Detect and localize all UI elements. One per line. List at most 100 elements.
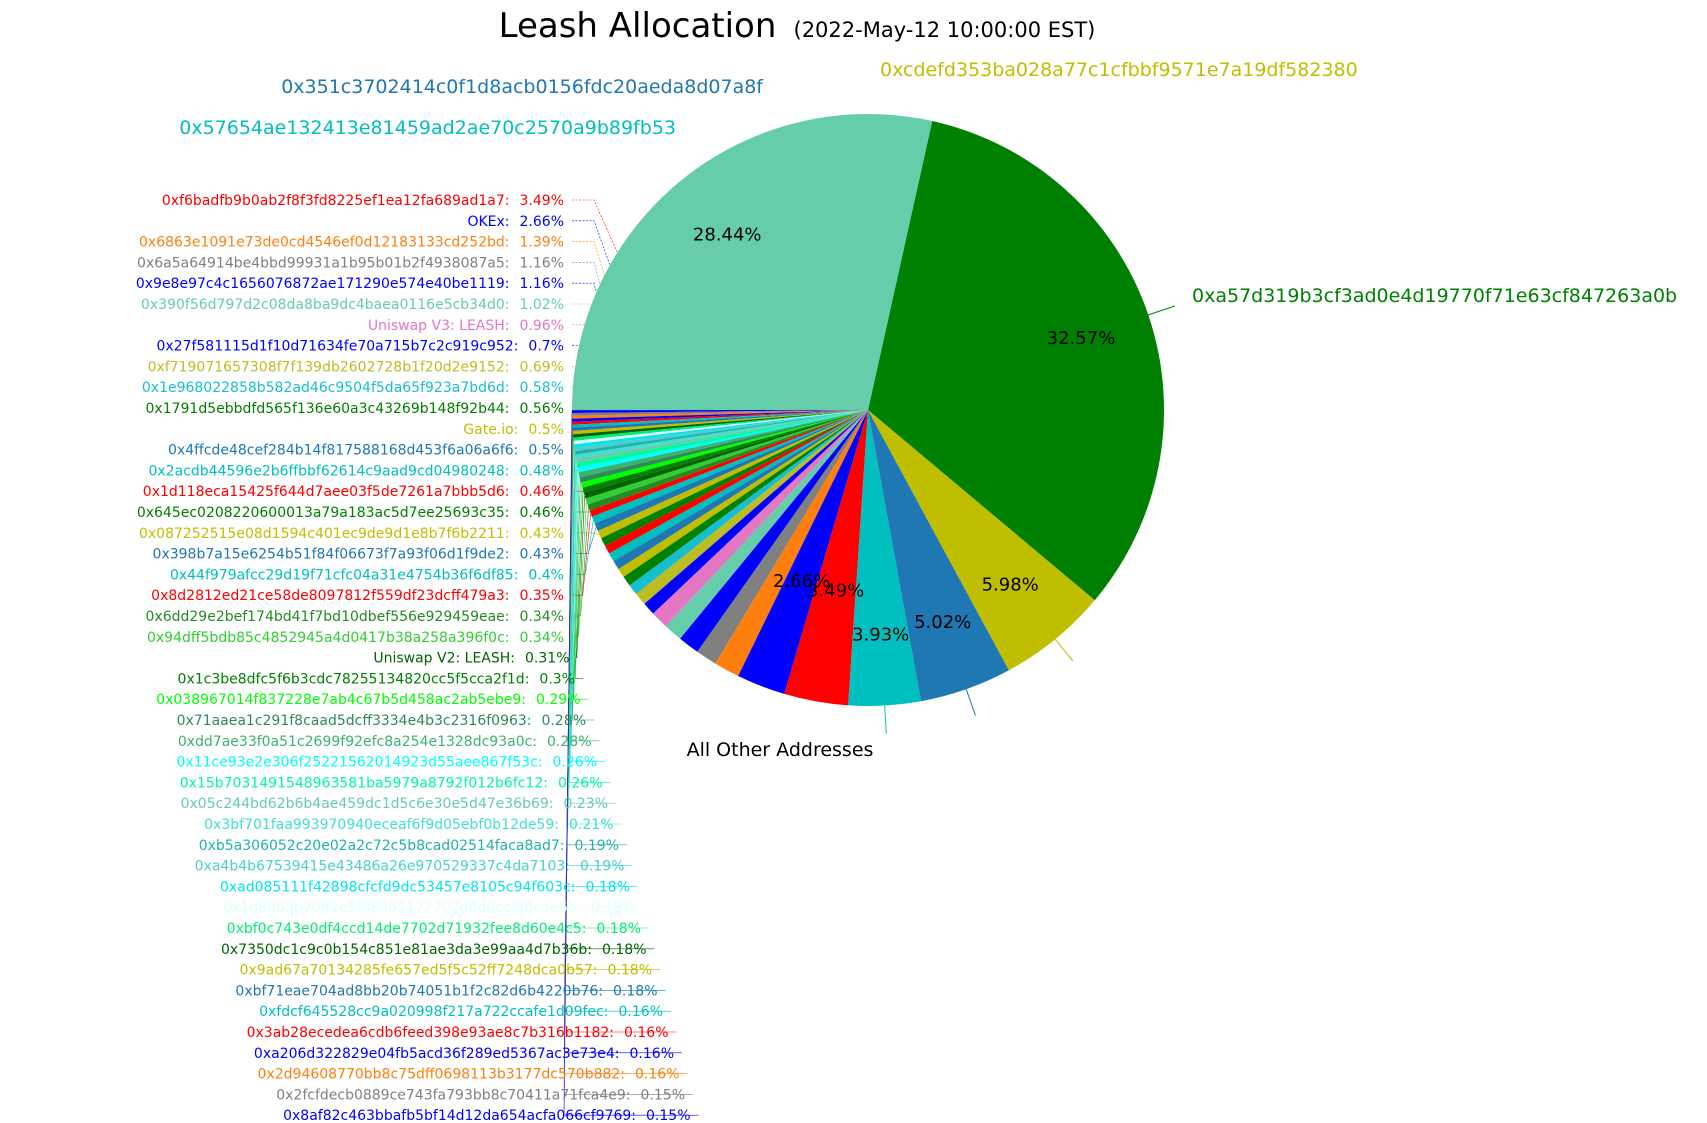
small-slice-0 (784, 410, 868, 706)
small-label-name: 0x8af82c463bbafb5bf14d12da654acfa066cf97… (283, 1108, 636, 1123)
small-label-value: 0.56% (520, 401, 564, 417)
small-label-name: Uniswap V2: LEASH: (373, 651, 515, 667)
small-slice-32 (574, 410, 868, 452)
pct-label-big-1: 28.44% (693, 225, 762, 246)
small-slice-7 (644, 410, 868, 614)
small-label-value: 0.16% (619, 1004, 663, 1020)
small-label-14: 0x1d118eca15425f644d7aee03f5de7261a7bbb5… (143, 484, 564, 500)
small-label-value: 0.16% (635, 1067, 679, 1083)
small-label-value: 0.23% (564, 796, 608, 812)
small-label-name: Gate.io: (463, 422, 518, 438)
small-slice-14 (605, 410, 868, 554)
small-label-value: 0.18% (613, 983, 657, 999)
small-label-12: 0x4ffcde48cef284b14f817588168d453f6a06a6… (168, 443, 564, 459)
small-label-42: 0x2d94608770bb8c75dff0698113b3177dc570b8… (258, 1067, 680, 1083)
small-label-5: 0x390f56d797d2c08da8ba9dc4baea0116e5cb34… (141, 297, 564, 313)
big-label-2: 0xcdefd353ba028a77c1cfbbf9571e7a19df5823… (880, 59, 1358, 81)
small-label-name: Uniswap V3: LEASH: (368, 318, 510, 334)
small-slice-44 (571, 410, 868, 413)
small-label-value: 0.43% (520, 547, 564, 563)
small-slice-25 (579, 410, 868, 483)
small-label-6: Uniswap V3: LEASH: 0.96% (368, 318, 564, 334)
small-slice-3 (697, 410, 868, 664)
small-slice-15 (601, 410, 868, 546)
small-label-value: 0.26% (553, 755, 597, 771)
small-label-30: 0x3bf701faa993970940eceaf6f9d05ebf0b12de… (204, 817, 613, 833)
small-label-26: 0xdd7ae33f0a51c2699f92efc8a254e1328dc93a… (178, 734, 592, 750)
small-label-name: 0x2acdb44596e2b6ffbbf62614c9aad9cd049802… (149, 463, 510, 479)
small-label-value: 0.31% (525, 651, 569, 667)
small-label-name: 0xfdcf645528cc9a020998f217a722ccafe1d09f… (259, 1004, 608, 1020)
small-label-10: 0x1791d5ebbdfd565f136e60a3c43269b148f92b… (146, 401, 564, 417)
small-slice-40 (572, 410, 868, 425)
big-slice-1 (571, 114, 933, 411)
small-label-name: 0x087252515e08d1594c401ec9de9d1e8b7f6b22… (139, 526, 510, 542)
small-label-value: 0.58% (520, 380, 564, 396)
small-slice-6 (653, 410, 868, 627)
big-slice-2 (868, 410, 1095, 671)
small-label-name: 0x05c244bd62b6b4ae459dc1d5c6e30e5d47e36b… (181, 796, 554, 812)
small-slice-38 (572, 410, 868, 432)
small-label-value: 0.48% (520, 463, 564, 479)
small-label-name: 0x1e968022858b582ad46c9504f5da65f923a7bd… (142, 380, 510, 396)
small-label-13: 0x2acdb44596e2b6ffbbf62614c9aad9cd049802… (149, 463, 564, 479)
small-label-name: 0xb5a306052c20e02a2c72c5b8cad02514faca8a… (199, 838, 565, 854)
small-label-name: 0x6dd29e2bef174bd41f7bd10dbef556e929459e… (146, 609, 510, 625)
small-slice-1 (738, 410, 868, 694)
small-label-value: 0.18% (608, 963, 652, 979)
small-label-value: 0.16% (624, 1025, 668, 1041)
small-label-value: 3.49% (520, 193, 564, 209)
small-label-33: 0xad085111f42898cfcfd9dc53457e8105c94f60… (220, 879, 630, 895)
small-label-value: 1.02% (520, 297, 564, 313)
small-slice-30 (575, 410, 868, 459)
small-label-value: 0.21% (569, 817, 613, 833)
small-label-value: 0.18% (591, 900, 635, 916)
small-label-name: OKEx: (467, 214, 509, 230)
small-label-value: 0.16% (630, 1046, 674, 1062)
pct-label-small-0: 3.49% (807, 581, 864, 602)
small-label-value: 0.29% (536, 692, 580, 708)
big-label-3: 0x351c3702414c0f1d8acb0156fdc20aeda8d07a… (281, 76, 764, 98)
big-slice-0 (868, 121, 1165, 601)
small-label-name: 0x6a5a64914be4bbd99931a1b95b01b2f4938087… (137, 255, 509, 271)
small-label-name: 0x2fcfdecb0889ce743fa793bb8c70411a71fca4… (276, 1087, 630, 1103)
leader-small-26 (570, 474, 600, 742)
small-label-1: OKEx: 2.66% (467, 214, 564, 230)
small-label-name: 0x11ce93e2e306f25221562014923d55aee867f5… (177, 755, 543, 771)
small-label-name: 0x1d8853b70ff1e5f08361177707d8d0cc7f8c5e… (223, 900, 581, 916)
chart-title: Leash Allocation (2022-May-12 10:00:00 E… (499, 6, 1096, 46)
pct-label-big-2: 5.98% (982, 574, 1039, 595)
small-label-value: 0.28% (542, 713, 586, 729)
small-label-name: 0x94dff5bdb85c4852945a4d0417b38a258a396f… (147, 630, 510, 646)
small-label-4: 0x9e8e97c4c1656076872ae171290e574e40be11… (136, 276, 564, 292)
leader-small-4 (572, 282, 689, 646)
slice-labels: 0xa57d319b3cf3ad0e4d19770f71e63cf847263a… (136, 59, 1677, 1123)
small-label-name: 0x398b7a15e6254b51f84f06673f7a93f06d1f9d… (153, 547, 510, 563)
big-label-0: 0xa57d319b3cf3ad0e4d19770f71e63cf847263a… (1192, 285, 1677, 307)
small-label-name: 0x9ad67a70134285fe657ed5f5c52ff7248dca0b… (240, 963, 598, 979)
small-slice-29 (576, 410, 868, 463)
small-label-name: 0x8d2812ed21ce58de8097812f559df23dcff479… (151, 588, 509, 604)
small-label-name: 0xa206d322829e04fb5acd36f289ed5367ac3e73… (254, 1046, 620, 1062)
small-label-value: 0.18% (597, 921, 641, 937)
small-label-name: 0x27f581115d1f10d71634fe70a715b7c2c919c9… (156, 339, 518, 355)
small-label-23: 0x1c3be8dfc5f6b3cdc78255134820cc5f5cca2f… (178, 671, 575, 687)
small-label-value: 0.18% (602, 942, 646, 958)
small-slice-33 (574, 410, 868, 448)
small-label-name: 0xf6badfb9b0ab2f8f3fd8225ef1ea12fa689ad1… (162, 193, 510, 209)
small-label-value: 0.5% (528, 422, 564, 438)
small-label-value: 0.19% (580, 859, 624, 875)
small-label-name: 0xf719071657308f7f139db2602728b1f20d2e91… (148, 359, 510, 375)
small-label-40: 0x3ab28ecedea6cdb6feed398e93ae8c7b316b11… (247, 1025, 669, 1041)
leader-big-2 (1054, 638, 1074, 662)
small-label-8: 0xf719071657308f7f139db2602728b1f20d2e91… (148, 359, 564, 375)
pct-label-big-0: 32.57% (1047, 328, 1116, 349)
small-slice-2 (715, 410, 868, 676)
small-label-28: 0x15b7031491548963581ba5979a8792f012b6fc… (180, 775, 603, 791)
small-label-name: 0x15b7031491548963581ba5979a8792f012b6fc… (180, 775, 548, 791)
small-label-name: 0x1791d5ebbdfd565f136e60a3c43269b148f92b… (146, 401, 510, 417)
small-label-value: 0.34% (520, 609, 564, 625)
small-label-43: 0x2fcfdecb0889ce743fa793bb8c70411a71fca4… (276, 1087, 685, 1103)
small-label-value: 0.15% (641, 1087, 685, 1103)
